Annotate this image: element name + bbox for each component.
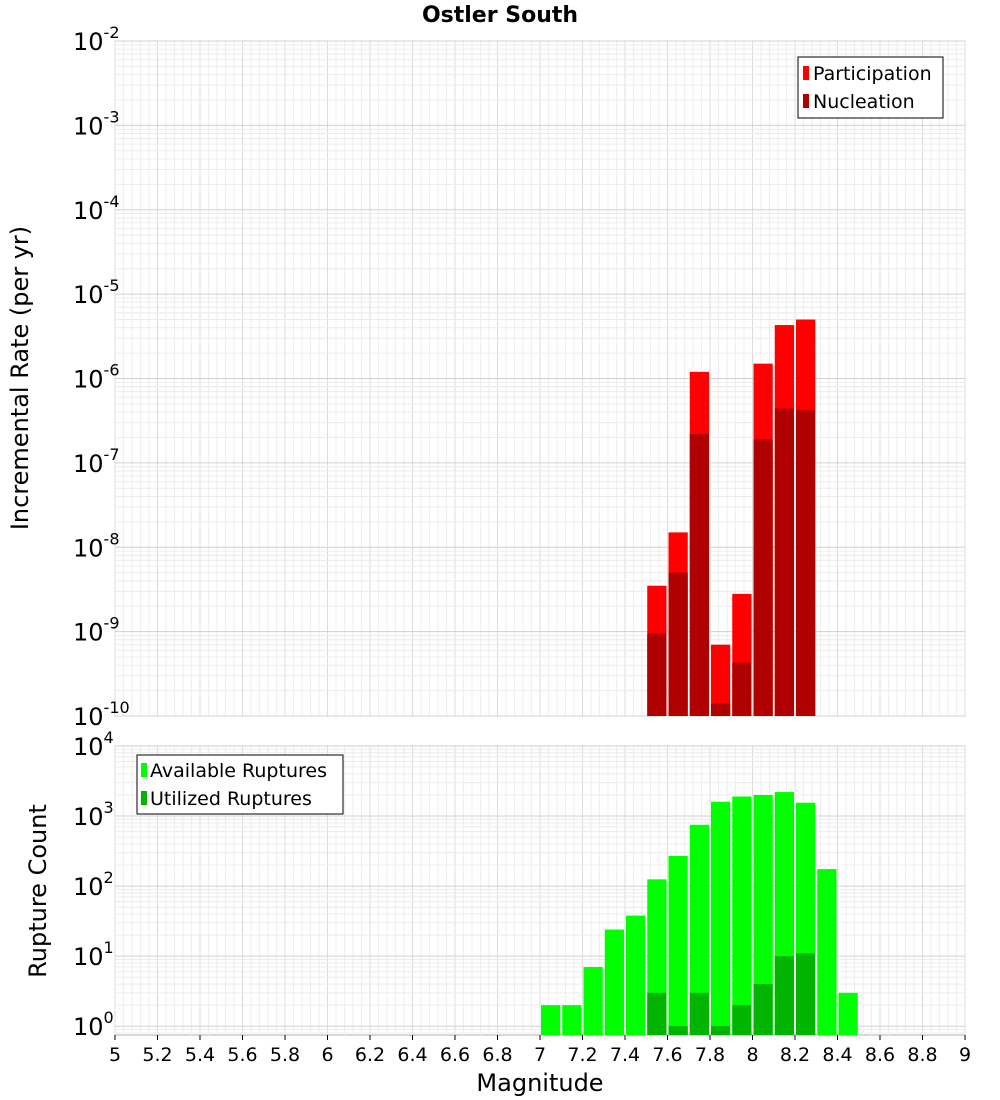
rate-grid bbox=[114, 40, 966, 717]
rate-y-tick-label: 10-7 bbox=[73, 445, 120, 478]
rate-y-tick-label: 10-5 bbox=[73, 276, 120, 309]
chart-title: Ostler South bbox=[422, 3, 578, 28]
x-tick-label: 5.2 bbox=[142, 1044, 172, 1066]
utilized-legend-swatch bbox=[141, 791, 147, 805]
rate-legend: Participation Nucleation bbox=[797, 56, 944, 119]
count-bar-utilized-ruptures bbox=[668, 1026, 688, 1035]
x-tick-label: 6 bbox=[321, 1044, 333, 1066]
count-bar-available-ruptures bbox=[753, 794, 773, 1035]
count-bar-available-ruptures bbox=[604, 929, 624, 1035]
x-tick-label: 7.4 bbox=[610, 1044, 640, 1066]
available-legend-label: Available Ruptures bbox=[150, 760, 327, 782]
x-tick-label: 8.2 bbox=[780, 1044, 810, 1066]
rate-legend-box bbox=[797, 56, 944, 119]
count-bar-utilized-ruptures bbox=[774, 956, 794, 1035]
utilized-legend-label: Utilized Ruptures bbox=[150, 788, 312, 810]
x-tick-label: 6.8 bbox=[482, 1044, 512, 1066]
rate-bar-nucleation bbox=[774, 408, 794, 716]
count-bar-available-ruptures bbox=[668, 855, 688, 1035]
rate-bar-participation bbox=[711, 644, 731, 716]
participation-legend-label: Participation bbox=[813, 63, 932, 85]
x-axis-label: Magnitude bbox=[476, 1069, 603, 1097]
x-tick-label: 5.8 bbox=[270, 1044, 300, 1066]
x-tick-label: 5 bbox=[109, 1044, 121, 1066]
rate-y-tick-label: 10-6 bbox=[73, 361, 120, 394]
participation-legend-swatch bbox=[803, 66, 809, 80]
x-tick-label: 7.6 bbox=[652, 1044, 682, 1066]
rate-y-tick-label: 10-10 bbox=[73, 698, 130, 731]
rate-bar-nucleation bbox=[711, 703, 731, 716]
available-legend-swatch bbox=[141, 763, 147, 777]
count-bar-available-ruptures bbox=[689, 824, 709, 1035]
count-bars bbox=[541, 792, 858, 1035]
count-y-tick-label: 103 bbox=[73, 798, 114, 831]
count-legend: Available Ruptures Utilized Ruptures bbox=[136, 754, 344, 815]
rate-bars bbox=[647, 319, 816, 716]
rate-bar-nucleation bbox=[668, 572, 688, 716]
count-y-tick-label: 102 bbox=[73, 868, 114, 901]
rate-panel: 10-2 10-3 10-4 10-5 10-6 10-7 10-8 10-9 10-10 In… bbox=[6, 23, 966, 731]
count-legend-box bbox=[136, 754, 344, 815]
count-bar-available-ruptures bbox=[626, 915, 646, 1035]
count-y-tick-label: 101 bbox=[73, 938, 114, 971]
count-bar-utilized-ruptures bbox=[753, 984, 773, 1035]
rate-bar-nucleation bbox=[753, 439, 773, 716]
count-bar-available-ruptures bbox=[732, 796, 752, 1035]
count-bar-utilized-ruptures bbox=[647, 992, 667, 1035]
count-panel: 104 103 102 101 100 Rupture Count Available … bbox=[24, 728, 966, 1041]
count-bar-available-ruptures bbox=[711, 801, 731, 1035]
x-tick-label: 5.6 bbox=[227, 1044, 257, 1066]
rate-y-tick-label: 10-3 bbox=[73, 107, 120, 140]
nucleation-legend-swatch bbox=[803, 94, 809, 108]
count-y-tick-label: 100 bbox=[73, 1008, 114, 1041]
rate-bar-nucleation bbox=[732, 662, 752, 716]
count-bar-available-ruptures bbox=[541, 1005, 561, 1035]
count-bar-utilized-ruptures bbox=[711, 1026, 731, 1035]
x-tick-label: 6.6 bbox=[440, 1044, 470, 1066]
rate-y-tick-label: 10-2 bbox=[73, 23, 120, 56]
count-bar-utilized-ruptures bbox=[732, 1005, 752, 1035]
rate-bar-nucleation bbox=[796, 410, 816, 716]
x-axis: 5 5.2 5.4 5.6 5.8 6 6.2 6.4 6.6 6.8 7 7.2 7.4 7.6 7.8 8… bbox=[109, 1035, 971, 1066]
count-bar-available-ruptures bbox=[583, 967, 603, 1035]
x-tick-label: 8.6 bbox=[865, 1044, 895, 1066]
count-bar-available-ruptures bbox=[562, 1005, 582, 1035]
rate-y-tick-label: 10-8 bbox=[73, 529, 120, 562]
count-bar-available-ruptures bbox=[817, 869, 837, 1035]
x-tick-label: 5.4 bbox=[185, 1044, 215, 1066]
rate-bar-nucleation bbox=[647, 633, 667, 716]
x-tick-label: 6.2 bbox=[355, 1044, 385, 1066]
nucleation-legend-label: Nucleation bbox=[813, 91, 915, 113]
rate-y-axis-label: Incremental Rate (per yr) bbox=[6, 226, 34, 530]
rate-y-ticks: 10-2 10-3 10-4 10-5 10-6 10-7 10-8 10-9 10-10 bbox=[73, 23, 130, 731]
x-tick-label: 6.4 bbox=[397, 1044, 427, 1066]
x-tick-label: 8.8 bbox=[907, 1044, 937, 1066]
rate-bar-nucleation bbox=[689, 433, 709, 716]
x-tick-label: 7.2 bbox=[567, 1044, 597, 1066]
x-tick-label: 8.4 bbox=[822, 1044, 852, 1066]
rate-y-tick-label: 10-9 bbox=[73, 614, 120, 647]
x-tick-label: 8 bbox=[746, 1044, 758, 1066]
rate-y-tick-label: 10-4 bbox=[73, 192, 120, 225]
count-y-tick-label: 104 bbox=[73, 728, 114, 761]
count-y-axis-label: Rupture Count bbox=[24, 804, 52, 978]
x-tick-label: 7.8 bbox=[695, 1044, 725, 1066]
count-bar-available-ruptures bbox=[838, 992, 858, 1035]
count-bar-utilized-ruptures bbox=[796, 953, 816, 1035]
count-y-ticks: 104 103 102 101 100 bbox=[73, 728, 114, 1041]
count-bar-utilized-ruptures bbox=[689, 992, 709, 1035]
x-tick-label: 7 bbox=[534, 1044, 546, 1066]
x-tick-label: 9 bbox=[959, 1044, 971, 1066]
